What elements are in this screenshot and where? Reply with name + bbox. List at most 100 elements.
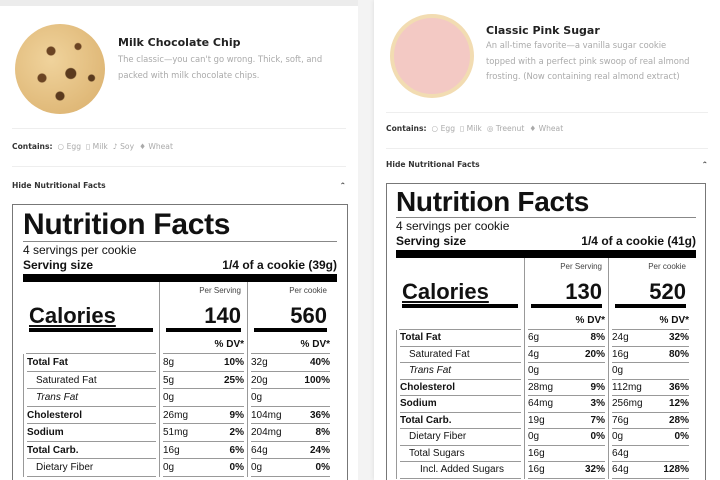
per-serving-cell: 28mg 9% [528, 380, 605, 396]
daily-value: 40% [309, 357, 330, 368]
milk-icon: ▯ [460, 124, 465, 133]
amount: 0g [163, 392, 175, 403]
product-card: Classic Pink Sugar An all-time favorite—… [374, 0, 720, 480]
allergen-milk: ▯ Milk [86, 142, 108, 151]
allergen-egg: ○ Egg [57, 142, 82, 151]
per-serving-cell: 5g 25% [163, 372, 244, 389]
nutrient-label: Cholesterol [400, 381, 456, 393]
nutrient-label: Dietary Fiber [36, 462, 94, 473]
per-cookie-cell: 24g 32% [612, 330, 689, 347]
toggle-nutrition-button[interactable]: Hide Nutritional Facts ⌃ [386, 160, 708, 169]
per-serving-cell: 26mg 9% [163, 407, 244, 424]
daily-value: 28% [668, 414, 689, 426]
nutrient-row: Total Fat [27, 354, 156, 372]
per-serving-cell: 16g [528, 446, 605, 462]
daily-value: 25% [223, 374, 244, 386]
per-serving-cell: 19g 7% [528, 413, 605, 429]
egg-icon: ○ [57, 142, 65, 151]
amount: 6g [528, 332, 540, 343]
nutrient-row: Saturated Fat [400, 347, 521, 363]
divider [12, 128, 346, 129]
amount: 204mg [251, 427, 282, 438]
amount: 19g [528, 414, 545, 426]
calories-label: Calories [29, 304, 153, 332]
daily-value: 9% [229, 409, 244, 421]
amount: 76g [612, 414, 629, 426]
daily-value: 8% [590, 332, 605, 343]
per-serving-cell: 0g 0% [528, 429, 605, 446]
daily-value: 32% [584, 464, 605, 475]
daily-value: 6% [229, 444, 244, 456]
toggle-nutrition-button[interactable]: Hide Nutritional Facts ⌃ [12, 181, 346, 190]
per-cookie-cell: 32g 40% [251, 354, 330, 372]
amount: 5g [163, 374, 175, 386]
nutrient-row: Sodium [27, 424, 156, 442]
per-serving-cell: 4g 20% [528, 347, 605, 363]
nutrient-label: Incl. Added Sugars [420, 464, 504, 475]
per-serving-header: Per Serving [560, 262, 602, 271]
per-serving-cell: 64mg 3% [528, 396, 605, 413]
product-description: The classic—you can't go wrong. Thick, s… [118, 54, 323, 80]
daily-value: 12% [668, 398, 689, 409]
per-cookie-cell: 64g 128% [612, 462, 689, 479]
nutrient-row: Cholesterol [400, 380, 521, 396]
nutrient-row: Cholesterol [27, 407, 156, 424]
nutrition-title: Nutrition Facts [23, 209, 337, 242]
nutrient-label: Total Carb. [27, 444, 79, 456]
amount: 0g [612, 365, 624, 376]
nutrition-table: Calories Per Serving 130 % DV* Per cookie 5… [396, 258, 696, 479]
per-cookie-cell: 256mg 12% [612, 396, 689, 413]
amount: 0g [251, 462, 263, 473]
wheat-icon: ♦ [139, 142, 146, 151]
amount: 32g [251, 357, 268, 368]
per-cookie-cell: 20g 100% [251, 372, 330, 389]
daily-value: 32% [668, 332, 689, 343]
nutrient-label: Total Sugars [409, 447, 465, 459]
per-serving-cell: 16g 6% [163, 442, 244, 459]
per-cookie-cell: 112mg 36% [612, 380, 689, 396]
nutrient-row: Saturated Fat [27, 372, 156, 389]
allergens: Contains: ○ Egg ▯ Milk ◎ Treenut ♦ Wheat [386, 124, 564, 133]
amount: 64g [612, 464, 629, 475]
daily-value: 36% [309, 409, 330, 421]
per-serving-cell: 51mg 2% [163, 424, 244, 442]
amount: 16g [528, 464, 545, 475]
nutrient-label: Total Fat [400, 332, 441, 343]
amount: 64mg [528, 398, 554, 409]
pink-sugar-cookie-image [390, 14, 474, 98]
servings-per-container: 4 servings per cookie [396, 219, 510, 233]
daily-value: 100% [304, 374, 330, 386]
product-name: Milk Chocolate Chip [118, 36, 241, 49]
allergens: Contains: ○ Egg ▯ Milk ♪ Soy ♦ Wheat [12, 142, 173, 151]
per-serving-header: Per Serving [199, 286, 241, 295]
calories-per-serving: 140 [166, 304, 241, 332]
per-cookie-cell: 16g 80% [612, 347, 689, 363]
amount: 256mg [612, 398, 643, 409]
servings-per-container: 4 servings per cookie [23, 243, 137, 257]
treenut-icon: ◎ [486, 124, 494, 133]
nutrient-row: Total Sugars [400, 446, 521, 462]
calories-per-serving: 130 [531, 280, 602, 308]
amount: 16g [163, 444, 180, 456]
daily-value: 0% [315, 462, 330, 473]
allergen-treenut: ◎ Treenut [486, 124, 525, 133]
amount: 16g [612, 348, 629, 360]
daily-value: 8% [315, 427, 330, 438]
per-cookie-cell: 76g 28% [612, 413, 689, 429]
amount: 0g [528, 365, 540, 376]
daily-value: 3% [590, 398, 605, 409]
egg-icon: ○ [431, 124, 439, 133]
daily-value: 10% [223, 357, 244, 368]
daily-value: 0% [229, 462, 244, 473]
divider [12, 166, 346, 167]
nutrient-label: Trans Fat [36, 392, 79, 403]
per-cookie-header: Per cookie [648, 262, 686, 271]
nutrition-table: Calories Per Serving 140 % DV* Per cookie 5… [23, 282, 337, 477]
nutrient-row: Dietary Fiber [27, 459, 156, 477]
nutrition-title: Nutrition Facts [396, 187, 696, 218]
per-cookie-header: Per cookie [289, 286, 327, 295]
nutrition-facts-panel: Nutrition Facts 4 servings per cookie Se… [386, 183, 706, 480]
divider [386, 112, 708, 113]
allergen-wheat: ♦ Wheat [529, 124, 564, 133]
divider [386, 148, 708, 149]
